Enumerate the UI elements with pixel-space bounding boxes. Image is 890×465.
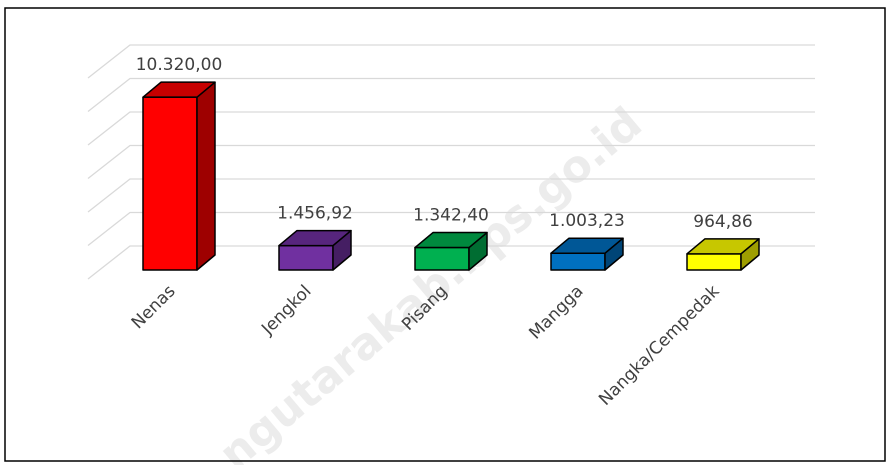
grid-line — [87, 44, 815, 79]
chart-frame — [4, 7, 886, 462]
data-label: 1.003,23 — [549, 211, 625, 231]
grid-line — [87, 144, 815, 180]
bar-top — [414, 231, 488, 249]
grid-line — [87, 211, 815, 247]
bar — [550, 237, 624, 271]
bar-front — [686, 253, 742, 271]
grid-line — [87, 77, 815, 113]
x-tick-label: Mangga — [525, 281, 587, 343]
grid-line — [87, 111, 815, 146]
bar — [142, 81, 216, 271]
x-tick-label: Nenas — [128, 281, 180, 333]
bar-top — [686, 238, 760, 255]
bar — [278, 229, 352, 271]
bar-top — [550, 237, 624, 254]
bar-top — [278, 229, 352, 247]
data-label: 1.456,92 — [277, 204, 353, 224]
bar-top — [142, 81, 216, 98]
bar-front — [550, 252, 606, 271]
data-label: 1.342,40 — [413, 206, 489, 226]
bar-side — [196, 81, 216, 271]
x-tick-label: Jengkol — [257, 281, 315, 339]
bar-front — [278, 244, 334, 271]
data-label: 10.320,00 — [136, 55, 223, 75]
bar — [686, 238, 760, 271]
grid-line — [87, 178, 815, 213]
bar-front — [142, 96, 198, 271]
bar — [414, 231, 488, 271]
x-tick-label: Nangka/Cempedak — [595, 281, 724, 410]
bar-front — [414, 246, 470, 271]
data-label: 964,86 — [693, 212, 752, 232]
watermark: ngutarakab.bps.go.id — [210, 98, 652, 465]
